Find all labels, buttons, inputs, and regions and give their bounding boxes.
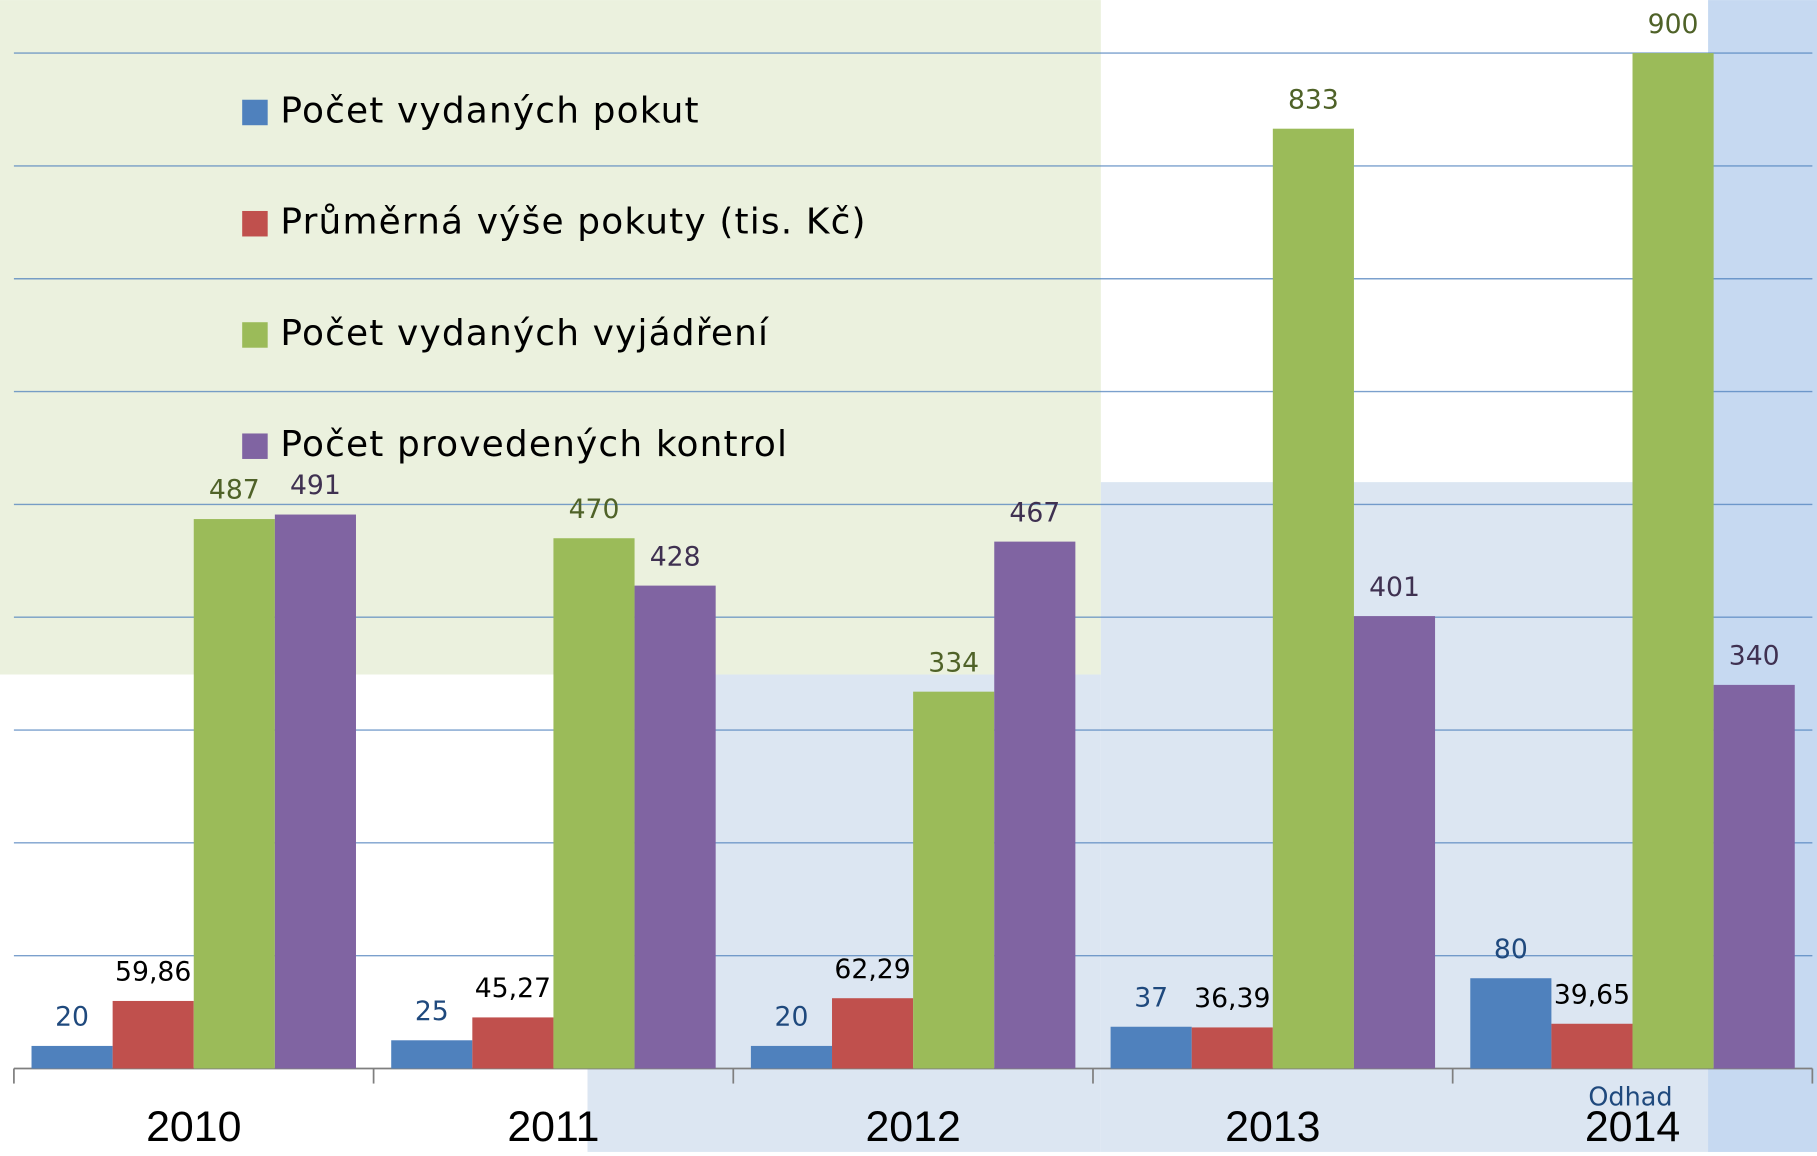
data-label: 25	[415, 996, 449, 1027]
bar	[274, 514, 356, 1069]
annotation: Odhad	[1588, 1083, 1672, 1113]
data-label: 401	[1369, 572, 1420, 603]
legend-swatch	[242, 99, 268, 126]
bar	[112, 1000, 194, 1069]
x-tick-label: 2011	[507, 1103, 599, 1151]
data-label: 833	[1288, 84, 1339, 115]
bar	[1191, 1027, 1273, 1069]
data-label: 470	[569, 494, 620, 525]
data-label: 36,39	[1194, 983, 1270, 1014]
data-label: 900	[1648, 9, 1699, 40]
bars: 2010 2011 2012 2013 2014 20 25 20 37 80 59,86 45,27…	[31, 9, 1795, 1151]
bar	[553, 538, 635, 1069]
data-label: 428	[650, 541, 701, 572]
legend-label: Počet vydaných vyjádření	[280, 313, 769, 354]
data-label: 334	[928, 647, 979, 678]
data-label: 20	[55, 1002, 89, 1033]
bar	[1272, 128, 1354, 1069]
bar	[832, 998, 914, 1069]
x-tick-label: 2013	[1225, 1103, 1320, 1151]
x-tick-label: 2014	[1585, 1103, 1680, 1151]
bar	[1353, 616, 1436, 1069]
bar	[1632, 53, 1714, 1069]
bar	[472, 1017, 554, 1069]
x-tick-label: 2010	[146, 1103, 241, 1151]
data-label: 487	[209, 475, 260, 506]
data-label: 491	[290, 470, 341, 501]
bar	[1110, 1026, 1192, 1069]
data-label: 62,29	[834, 954, 910, 985]
bar	[193, 519, 275, 1069]
data-label: 80	[1494, 934, 1528, 965]
bar	[1470, 978, 1552, 1069]
bar	[391, 1040, 473, 1069]
data-label: 467	[1009, 497, 1060, 528]
data-label: 340	[1729, 641, 1780, 672]
bar	[1713, 684, 1795, 1069]
bar	[750, 1045, 833, 1069]
bar	[634, 585, 716, 1069]
legend-label: Průměrná výše pokuty (tis. Kč)	[280, 202, 866, 243]
bar	[31, 1045, 113, 1069]
legend-label: Počet provedených kontrol	[280, 424, 788, 465]
legend-swatch	[242, 322, 268, 348]
bar	[994, 541, 1076, 1069]
x-tick-label: 2012	[865, 1103, 960, 1151]
data-label: 59,86	[115, 957, 191, 988]
bar	[1551, 1023, 1633, 1069]
legend: Počet vydaných pokut Průměrná výše pokuty…	[242, 90, 866, 465]
legend-swatch	[242, 433, 268, 459]
green-panel	[0, 0, 1101, 675]
legend-label: Počet vydaných pokut	[280, 90, 699, 131]
bar	[913, 691, 995, 1069]
data-label: 39,65	[1554, 979, 1630, 1010]
data-label: 20	[775, 1002, 809, 1033]
data-label: 37	[1134, 982, 1168, 1013]
legend-swatch	[242, 210, 268, 237]
data-label: 45,27	[475, 973, 551, 1004]
